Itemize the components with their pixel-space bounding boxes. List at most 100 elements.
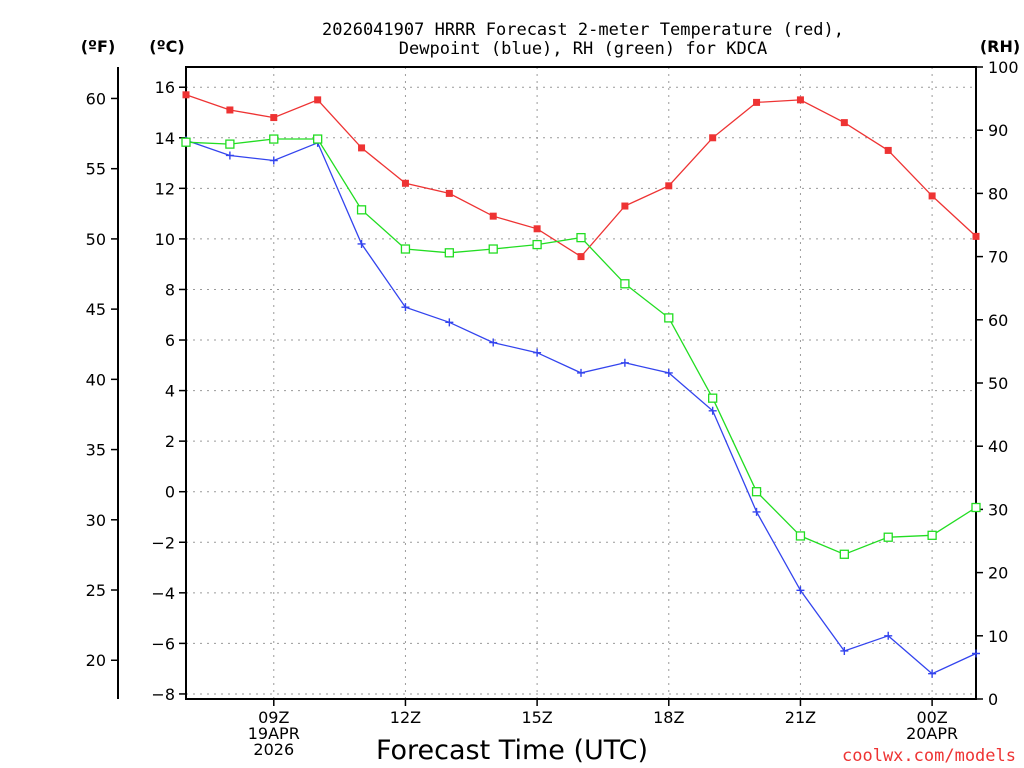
rh-point <box>488 244 498 254</box>
chart-title-line1: 2026041907 HRRR Forecast 2-meter Tempera… <box>322 20 844 40</box>
temperature-point <box>753 98 761 106</box>
x-tick-label: 20APR <box>906 724 958 743</box>
temperature-point <box>445 189 453 197</box>
chart-title-line2: Dewpoint (blue), RH (green) for KDCA <box>399 39 767 59</box>
x-tick-label: 00Z <box>916 708 947 727</box>
temperature-point <box>665 182 673 190</box>
data-series <box>181 91 981 678</box>
dewpoint-point <box>401 303 410 312</box>
temperature-point <box>577 253 585 261</box>
temperature-point <box>182 91 190 99</box>
celsius-tick-label: −4 <box>151 584 175 603</box>
temperature-point <box>972 232 980 240</box>
fahrenheit-tick-label: 20 <box>86 651 106 670</box>
fahrenheit-tick-label: 25 <box>86 581 106 600</box>
x-tick-label: 15Z <box>521 708 552 727</box>
x-tick-label: 18Z <box>653 708 684 727</box>
celsius-tick-label: 0 <box>165 483 175 502</box>
rh-tick-label: 90 <box>988 121 1008 140</box>
rh-axis-unit: (RH) <box>980 37 1020 56</box>
rh-point <box>839 549 849 559</box>
temperature-point <box>270 114 278 122</box>
temperature-point <box>709 134 717 142</box>
dewpoint-point <box>840 646 849 655</box>
x-tick-label: 2026 <box>253 740 294 759</box>
rh-point <box>444 248 454 258</box>
temperature-point <box>489 212 497 220</box>
dewpoint-point <box>533 348 542 357</box>
dewpoint-point <box>796 586 805 595</box>
rh-point <box>664 313 674 323</box>
x-tick-label: 09Z <box>258 708 289 727</box>
celsius-tick-label: −6 <box>151 634 175 653</box>
rh-tick-label: 60 <box>988 311 1008 330</box>
x-tick-label: 19APR <box>248 724 300 743</box>
rh-point <box>356 205 367 215</box>
rh-point <box>532 239 542 250</box>
dewpoint-point <box>577 368 585 377</box>
rh-tick-label: 0 <box>988 690 998 709</box>
temperature-point <box>928 192 936 200</box>
rh-point <box>708 393 718 403</box>
temperature-point <box>621 202 629 210</box>
dewpoint-point <box>225 151 234 160</box>
plot-frame <box>185 66 977 700</box>
rh-point <box>576 232 586 243</box>
celsius-tick-label: −8 <box>151 685 175 704</box>
celsius-tick-label: −2 <box>151 533 175 552</box>
celsius-tick-label: 6 <box>165 331 175 350</box>
fahrenheit-tick-label: 35 <box>86 441 106 460</box>
rh-tick-label: 80 <box>988 184 1008 203</box>
celsius-tick-label: 14 <box>155 129 175 148</box>
rh-line <box>185 138 977 556</box>
x-axis-label: Forecast Time (UTC) <box>376 735 648 766</box>
dewpoint-point <box>620 358 629 367</box>
temperature-point <box>358 144 366 152</box>
rh-tick-label: 50 <box>988 374 1008 393</box>
axes <box>111 66 983 706</box>
dewpoint-point <box>972 649 980 658</box>
celsius-tick-label: 10 <box>155 230 175 249</box>
temperature-line <box>185 94 977 258</box>
rh-point <box>795 531 806 541</box>
temperature-point <box>226 106 234 114</box>
rh-tick-label: 10 <box>988 627 1008 646</box>
dewpoint-point <box>752 507 761 516</box>
rh-tick-label: 100 <box>988 58 1019 77</box>
temperature-point <box>884 146 892 154</box>
celsius-axis-unit: (ºC) <box>149 37 184 56</box>
dewpoint-point <box>445 318 454 327</box>
rh-tick-label: 70 <box>988 248 1008 267</box>
fahrenheit-tick-label: 45 <box>86 300 106 319</box>
rh-tick-label: 40 <box>988 437 1008 456</box>
fahrenheit-axis-unit: (ºF) <box>81 37 116 56</box>
rh-point <box>620 279 630 289</box>
rh-point <box>269 134 279 144</box>
fahrenheit-tick-label: 55 <box>86 160 106 179</box>
rh-point <box>927 530 937 540</box>
rh-point <box>751 487 762 497</box>
dewpoint-point <box>489 338 498 347</box>
x-tick-label: 12Z <box>390 708 421 727</box>
celsius-tick-label: 12 <box>155 179 175 198</box>
celsius-tick-label: 4 <box>165 382 175 401</box>
fahrenheit-tick-label: 60 <box>86 89 106 108</box>
fahrenheit-tick-label: 50 <box>86 230 106 249</box>
x-tick-label: 21Z <box>785 708 816 727</box>
celsius-tick-label: 16 <box>155 78 175 97</box>
rh-point <box>225 139 235 149</box>
rh-point <box>181 137 191 147</box>
dewpoint-point <box>357 239 366 248</box>
rh-tick-label: 20 <box>988 564 1008 583</box>
temperature-point <box>401 179 409 187</box>
dewpoint-point <box>664 368 673 377</box>
temperature-point <box>533 225 541 233</box>
fahrenheit-tick-label: 30 <box>86 511 106 530</box>
rh-point <box>883 532 893 542</box>
dewpoint-point <box>708 406 717 415</box>
source-credit: coolwx.com/models <box>842 746 1016 766</box>
celsius-tick-label: 8 <box>165 280 175 299</box>
temperature-point <box>314 96 322 104</box>
rh-point <box>313 134 323 144</box>
